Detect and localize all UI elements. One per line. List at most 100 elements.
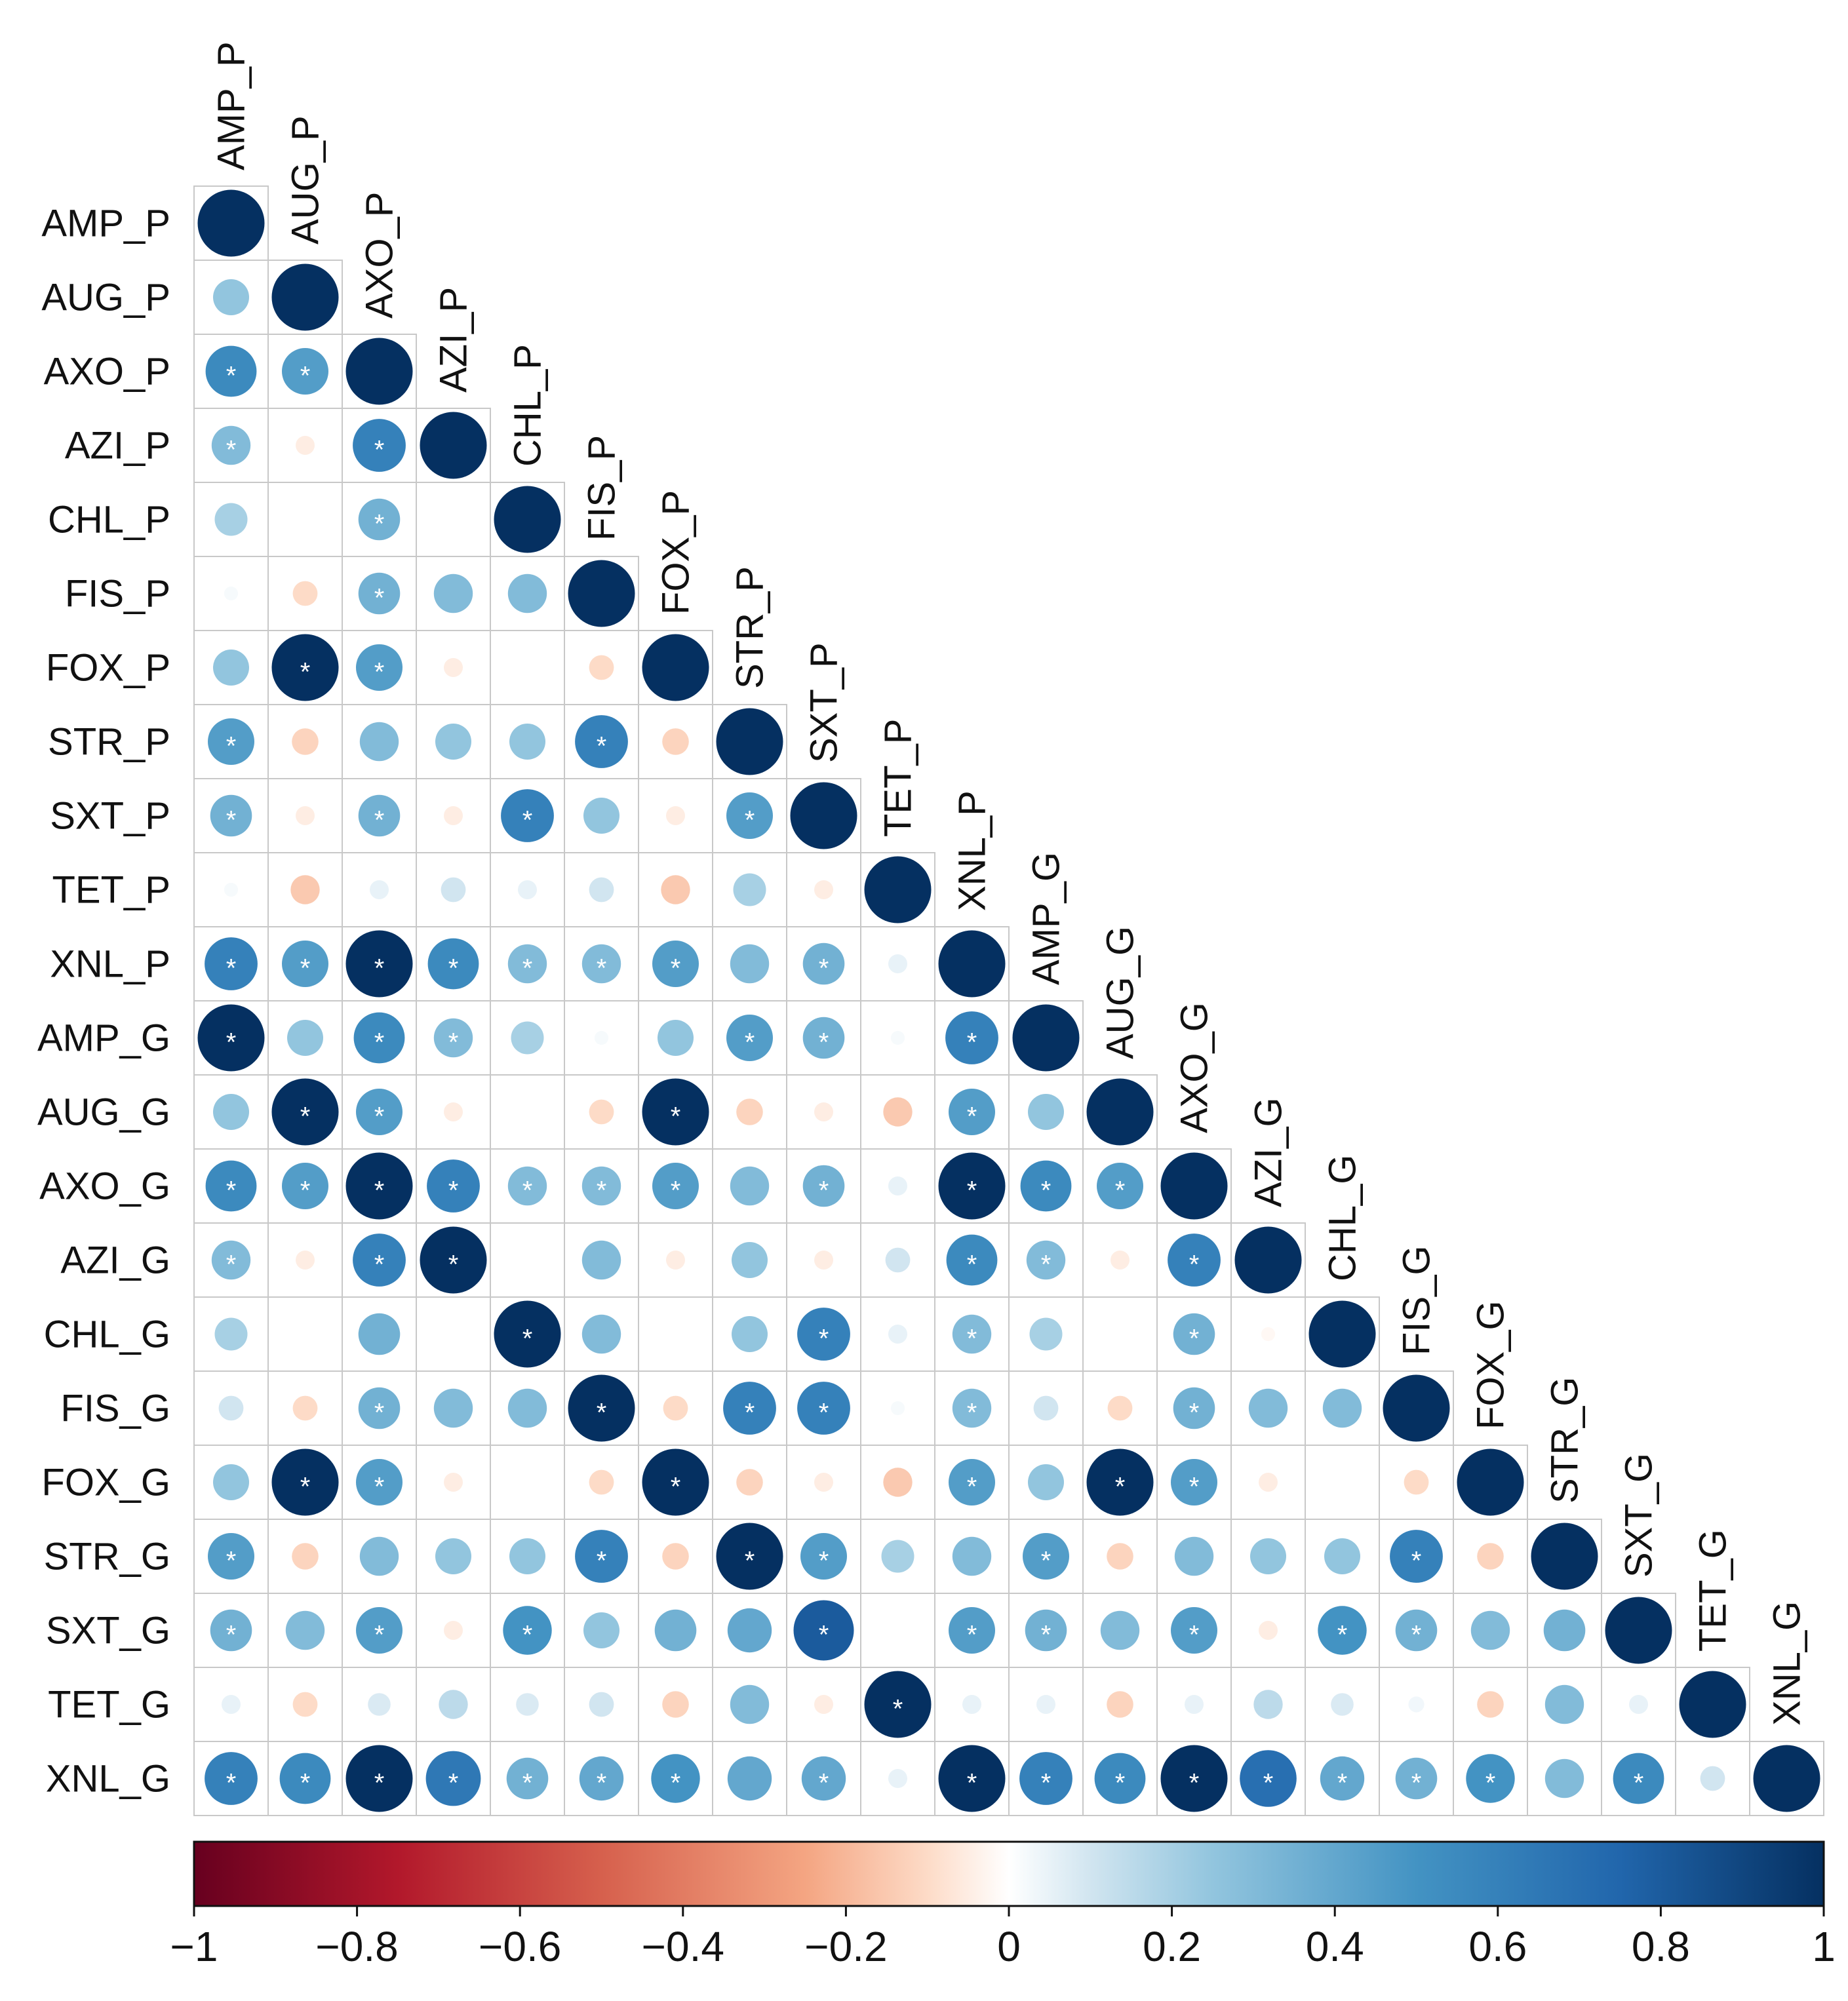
column-label-FIS_P: FIS_P <box>581 435 623 541</box>
significance-marker: * <box>597 1547 607 1576</box>
cell-FOX_G-STR_P <box>712 1445 787 1520</box>
significance-marker: * <box>226 1547 237 1576</box>
cell-TET_G-TET_P: * <box>860 1667 935 1742</box>
significance-marker: * <box>374 1028 385 1057</box>
significance-marker: * <box>226 1621 237 1650</box>
correlation-circle <box>507 944 547 984</box>
colorbar-tick-label: −0.2 <box>804 1923 887 1970</box>
row-label-AZI_G: AZI_G <box>60 1239 170 1282</box>
cell-AMP_G-SXT_P: * <box>786 1000 861 1076</box>
correlation-circle <box>1544 1684 1584 1724</box>
correlation-circle <box>1107 1395 1133 1421</box>
cell-FOX_G-AXO_G: * <box>1156 1445 1232 1520</box>
correlation-circle <box>589 1099 614 1125</box>
cell-AMP_G-CHL_P <box>490 1000 565 1076</box>
cell-STR_P-AUG_P <box>267 704 343 779</box>
colorbar-tick-label: 1 <box>1812 1923 1836 1970</box>
cell-SXT_G-FOX_P <box>638 1593 713 1668</box>
cell-TET_G-FIS_P <box>564 1667 639 1742</box>
correlation-circle <box>938 1745 1006 1812</box>
cell-AUG_G-AMP_P <box>193 1074 269 1150</box>
cell-AZI_G-AMP_G: * <box>1008 1222 1084 1298</box>
colorbar-gradient <box>193 1840 1825 1907</box>
column-label-FOX_G: FOX_G <box>1470 1300 1512 1429</box>
cell-SXT_G-FIS_G: * <box>1379 1593 1454 1668</box>
correlation-circle <box>222 1695 241 1714</box>
correlation-circle <box>356 1089 403 1135</box>
correlation-circle <box>218 1395 244 1421</box>
correlation-circle <box>1543 1609 1586 1652</box>
cell-AXO_P-AMP_P: * <box>193 334 269 409</box>
colorbar: −1 −0.8 −0.6 −0.4 −0.2 0 0.2 0.4 0.6 0.8 1 <box>170 1840 1836 1970</box>
correlation-circle <box>793 1600 854 1661</box>
cell-CHL_G-AUG_P <box>267 1296 343 1372</box>
significance-marker: * <box>1411 1621 1422 1650</box>
cell-AMP_G-TET_P <box>860 1000 935 1076</box>
cell-AZI_P-AMP_P: * <box>193 408 269 483</box>
cell-CHL_P-AZI_P <box>416 482 491 557</box>
cell-FOX_G-CHL_P <box>490 1445 565 1520</box>
cell-SXT_P-AZI_P <box>416 778 491 853</box>
correlation-circle <box>353 1234 406 1287</box>
correlation-circle <box>575 715 628 768</box>
correlation-circle <box>1107 1543 1133 1570</box>
cell-AMP_G-AUG_P <box>267 1000 343 1076</box>
row-label-FOX_P: FOX_P <box>46 647 170 690</box>
cell-FIS_G-AUG_G <box>1082 1370 1158 1446</box>
cell-SXT_G-AZI_G <box>1230 1593 1306 1668</box>
cell-XNL_P-AZI_P: * <box>416 926 491 1001</box>
cell-TET_P-SXT_P <box>786 852 861 927</box>
correlation-circle <box>356 644 403 691</box>
correlation-circle <box>658 1020 694 1056</box>
cell-AUG_G-TET_P <box>860 1074 935 1150</box>
correlation-circle <box>359 722 399 762</box>
correlation-circle <box>279 1753 331 1804</box>
cell-TET_G-AXO_P <box>342 1667 417 1742</box>
correlation-circle <box>652 1163 699 1209</box>
correlation-circle <box>800 1533 847 1580</box>
correlation-circle <box>282 941 328 987</box>
significance-marker: * <box>374 510 385 539</box>
correlation-circle <box>864 856 932 923</box>
cell-FOX_G-TET_P <box>860 1445 935 1520</box>
cell-FOX_G-AMP_P <box>193 1445 269 1520</box>
correlation-circle <box>1320 1756 1365 1801</box>
correlation-circle <box>1470 1610 1510 1650</box>
significance-marker: * <box>374 1251 385 1279</box>
cell-AZI_G-AMP_P: * <box>193 1222 269 1298</box>
cell-AXO_G-AUG_G: * <box>1082 1148 1158 1224</box>
cell-SXT_G-FOX_G <box>1453 1593 1528 1668</box>
cell-XNL_G-AZI_P: * <box>416 1741 491 1816</box>
correlation-circle <box>444 806 463 825</box>
correlation-circle <box>290 875 320 904</box>
row-label-AMP_P: AMP_P <box>41 203 170 245</box>
correlation-circle <box>292 1543 319 1570</box>
significance-marker: * <box>1337 1769 1348 1798</box>
correlation-circle <box>296 1251 315 1270</box>
significance-marker: * <box>967 1176 977 1205</box>
correlation-circle <box>494 1300 561 1368</box>
correlation-circle <box>439 1690 468 1719</box>
cell-FOX_G-FIS_P <box>564 1445 639 1520</box>
correlation-circle <box>205 345 257 397</box>
cell-XNL_G-XNL_G <box>1749 1741 1824 1816</box>
correlation-circle <box>358 1313 401 1355</box>
correlation-circle <box>358 498 401 541</box>
correlation-circle <box>1613 1753 1664 1804</box>
correlation-circle <box>801 1756 846 1801</box>
cell-FIS_P-AUG_P <box>267 556 343 631</box>
correlation-circle <box>433 1388 473 1428</box>
correlation-circle <box>666 806 685 825</box>
correlation-circle <box>802 1017 845 1059</box>
correlation-circle <box>292 728 319 755</box>
correlation-circle <box>285 1610 325 1650</box>
correlation-circle <box>716 708 783 775</box>
correlation-circle <box>503 1606 552 1655</box>
significance-marker: * <box>967 1028 977 1057</box>
cell-FOX_P-AMP_P <box>193 630 269 705</box>
significance-marker: * <box>300 362 311 391</box>
significance-marker: * <box>1041 1769 1052 1798</box>
correlation-circle <box>450 1331 456 1337</box>
colorbar-tick-label: 0.4 <box>1306 1923 1364 1970</box>
correlation-circle <box>516 1693 539 1716</box>
